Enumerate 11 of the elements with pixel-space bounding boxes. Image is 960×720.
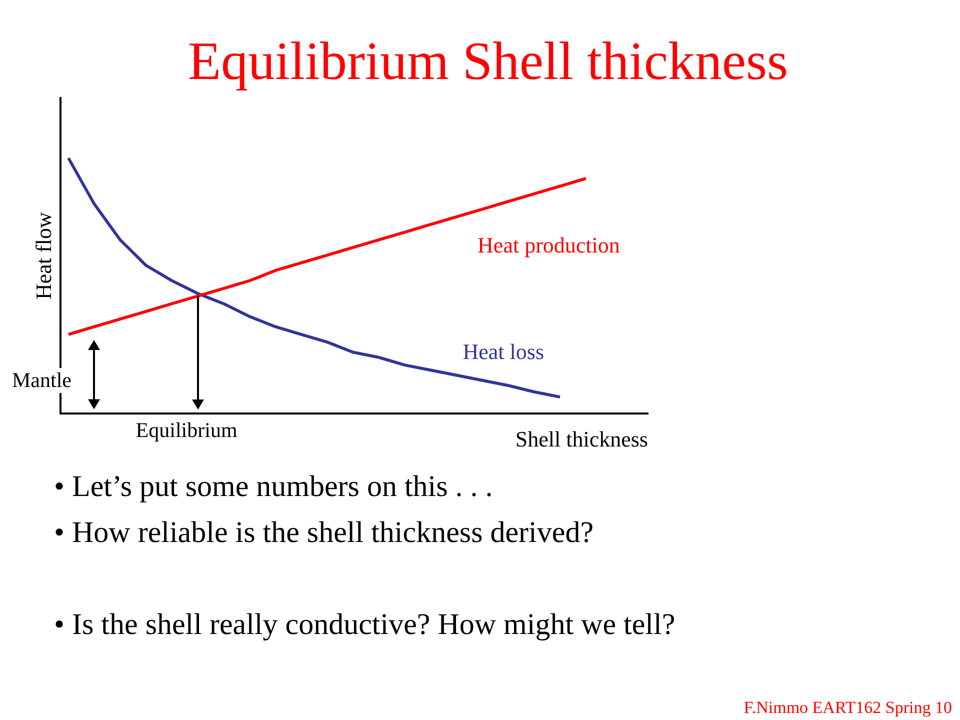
series-label: Heat loss xyxy=(462,338,544,364)
series-label: Heat production xyxy=(478,232,620,258)
y-axis-title: Heat flow xyxy=(30,212,56,300)
text: • Is the shell really conductive? How might we tell? xyxy=(54,608,676,642)
text: • Let’s put some numbers on this . . . xyxy=(54,470,494,504)
text: • How reliable is the shell thickness derived? xyxy=(54,516,595,550)
x-axis-title: Shell thickness xyxy=(515,426,648,452)
text: F.Nimmo EART162 Spring 10 xyxy=(744,698,952,718)
chart-title: Equilibrium Shell thickness xyxy=(187,30,789,92)
text: Equilibrium xyxy=(136,418,238,443)
annotation: Mantle xyxy=(12,368,72,393)
